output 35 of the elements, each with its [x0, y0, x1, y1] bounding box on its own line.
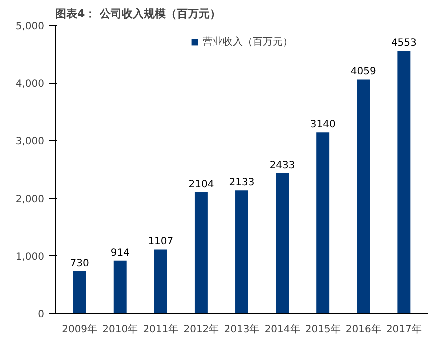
data-label: 2133 — [229, 178, 255, 189]
x-tick-label: 2012年 — [184, 324, 220, 336]
bar — [316, 132, 330, 314]
x-tick-label: 2014年 — [264, 324, 300, 336]
x-tick-label: 2010年 — [102, 324, 138, 336]
bar — [398, 51, 411, 314]
x-tick-label: 2015年 — [305, 324, 341, 336]
bar — [114, 260, 127, 314]
y-tick-label: 3,000 — [16, 136, 45, 148]
y-tick-label: 4,000 — [16, 79, 45, 90]
y-tick-label: 1,000 — [16, 252, 45, 263]
data-label: 2104 — [188, 179, 214, 190]
bar — [154, 250, 168, 314]
bar — [194, 192, 208, 314]
bar — [73, 271, 86, 314]
y-tick-label: 0 — [38, 310, 45, 320]
legend-label: 营业收入（百万元） — [203, 36, 293, 49]
data-label: 1107 — [148, 236, 174, 248]
x-tick-label: 2011年 — [143, 324, 179, 336]
bar — [236, 190, 248, 314]
data-label: 2433 — [270, 160, 296, 172]
chart-title: 图表4： 公司收入规模（百万元） — [56, 8, 221, 20]
x-tick-label: 2013年 — [224, 324, 260, 336]
x-tick-label: 2017年 — [386, 324, 422, 336]
x-tick-label: 2009年 — [62, 324, 98, 336]
data-label: 914 — [110, 248, 130, 259]
y-tick-label: 5,000 — [16, 22, 45, 32]
data-label: 4553 — [391, 38, 417, 50]
bar — [276, 173, 290, 314]
data-label: 4059 — [350, 66, 376, 78]
bar — [357, 80, 370, 314]
data-label: 3140 — [310, 120, 336, 131]
y-tick-label: 2,000 — [16, 194, 45, 206]
data-label: 730 — [70, 258, 90, 270]
x-tick-label: 2016年 — [346, 324, 382, 336]
